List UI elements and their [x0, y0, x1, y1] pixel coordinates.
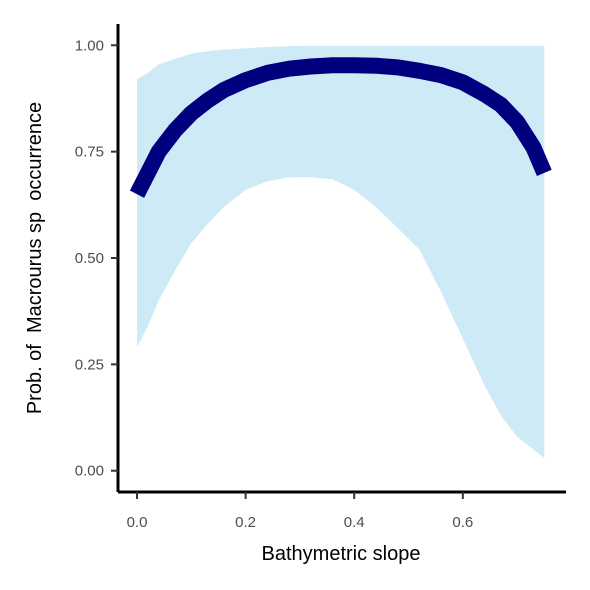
x-tick-label: 0.0 [127, 514, 148, 531]
y-axis-title: Prob. of Macrourus sp occurrence [24, 102, 46, 414]
confidence-ribbon [137, 45, 545, 458]
y-tick-label: 0.50 [75, 250, 104, 267]
y-tick-label: 1.00 [75, 37, 104, 54]
confidence-ribbon-layer [137, 45, 545, 458]
y-tick-label: 0.00 [75, 463, 104, 480]
x-tick-label: 0.6 [452, 514, 473, 531]
fitted-line-layer [129, 57, 552, 198]
fitted-line-0 [129, 57, 552, 198]
y-tick-label: 0.75 [75, 144, 104, 161]
x-tick-label: 0.2 [235, 514, 256, 531]
x-axis-title: Bathymetric slope [262, 543, 421, 565]
x-tick-label: 0.4 [344, 514, 365, 531]
ticks: 0.0 0.2 0.4 0.6 0.00 0.25 0.50 0.75 1.00 [75, 37, 473, 531]
y-tick-label: 0.25 [75, 356, 104, 373]
